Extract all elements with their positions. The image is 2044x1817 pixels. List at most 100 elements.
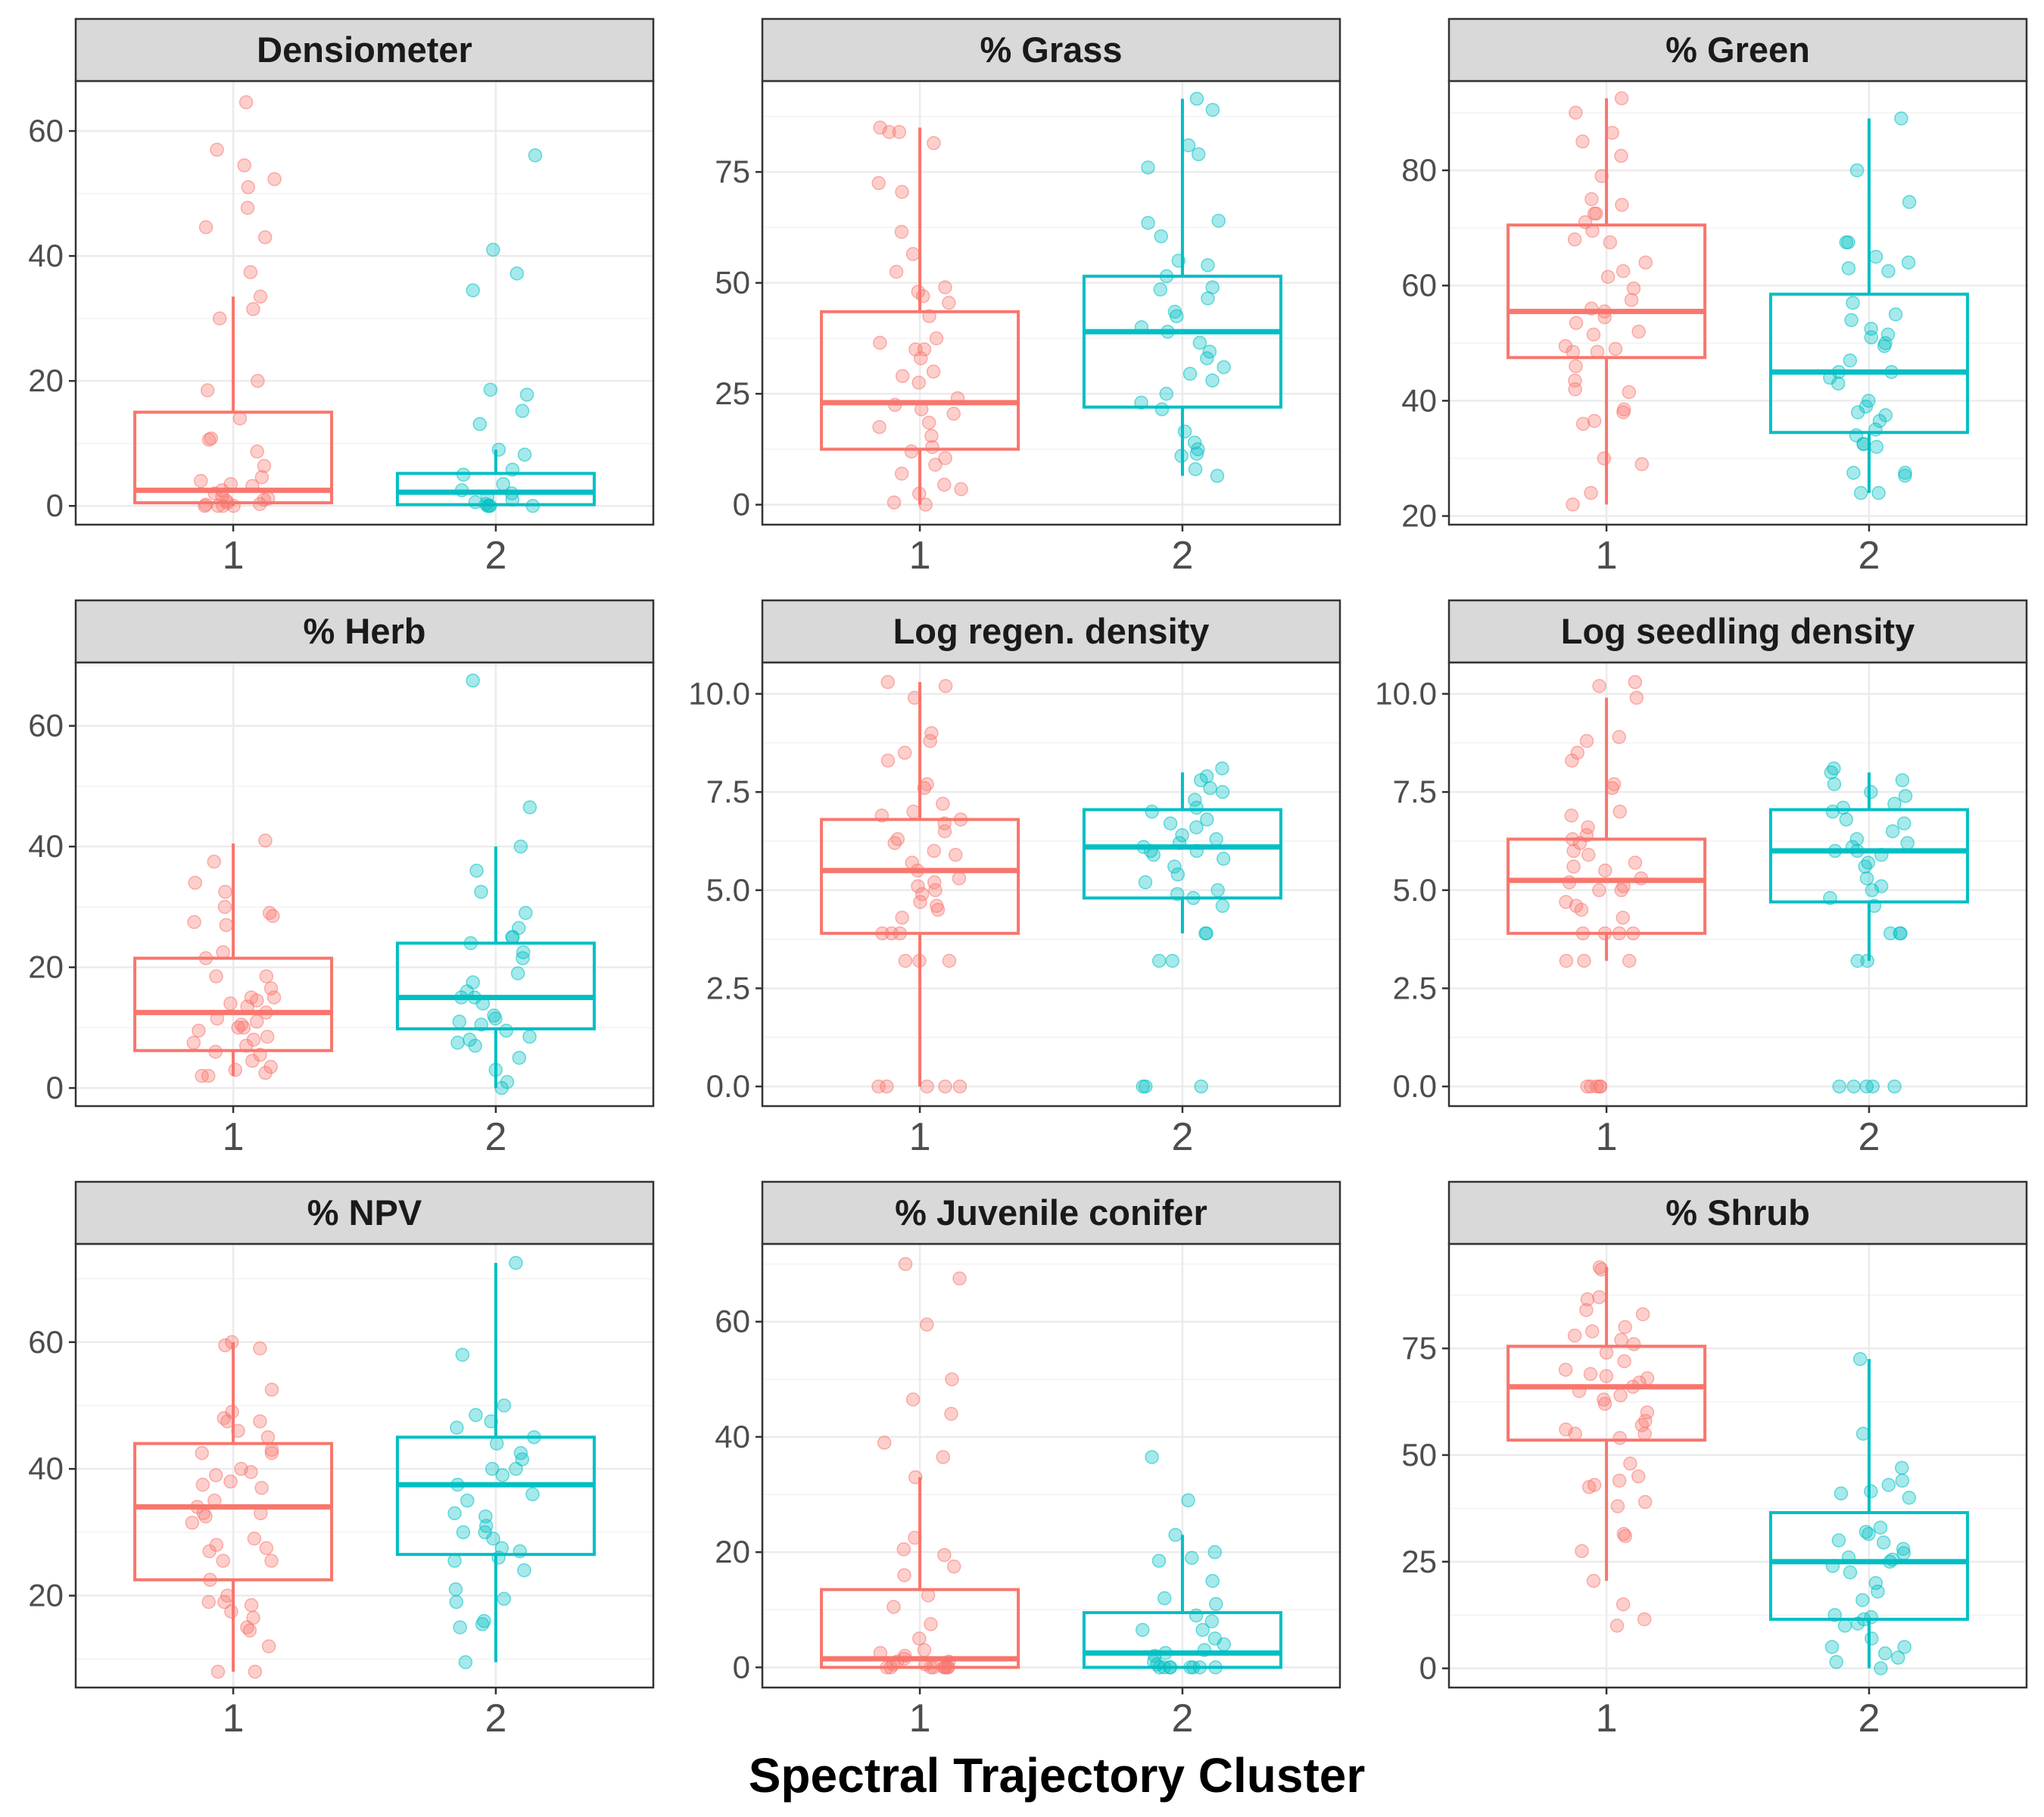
data-point	[1868, 249, 1884, 264]
data-point	[1564, 808, 1579, 823]
data-point	[1597, 1397, 1612, 1411]
data-point	[1883, 926, 1898, 941]
data-point	[1612, 1431, 1627, 1445]
y-tick-label: 60	[1401, 267, 1437, 303]
data-point	[219, 918, 234, 933]
boxplot-1	[1507, 98, 1707, 505]
facet-strip	[761, 1180, 1341, 1245]
panel-background	[762, 81, 1340, 525]
panel-background	[76, 1244, 653, 1688]
data-point	[1610, 1499, 1625, 1513]
x-tick-label: 1	[223, 534, 245, 578]
data-point	[910, 863, 925, 878]
data-point	[1559, 953, 1574, 968]
data-point	[946, 1559, 961, 1574]
data-point	[1566, 497, 1580, 512]
data-point	[468, 1039, 482, 1053]
data-point	[952, 1079, 967, 1094]
facet-panel: % Juvenile conifer 0 20 40 60 1 2	[715, 1180, 1341, 1741]
data-point	[920, 1317, 934, 1332]
data-point	[1599, 1369, 1614, 1383]
data-point	[528, 148, 543, 163]
data-point	[263, 981, 279, 996]
data-point	[1616, 405, 1631, 419]
data-point	[1872, 413, 1887, 429]
data-point	[223, 1474, 238, 1489]
data-point	[192, 1024, 206, 1038]
data-point	[883, 1660, 898, 1675]
data-point	[453, 1620, 467, 1635]
panel-background	[1449, 662, 2027, 1106]
data-point	[929, 331, 944, 346]
data-point	[186, 1036, 201, 1050]
data-point	[1827, 777, 1842, 792]
data-point	[1592, 883, 1606, 898]
data-point	[1211, 883, 1225, 898]
data-point	[201, 432, 217, 447]
data-point	[212, 311, 227, 326]
data-point	[519, 388, 534, 402]
data-point	[897, 746, 912, 760]
y-tick-label: 20	[715, 1534, 750, 1569]
data-point	[463, 936, 478, 950]
data-point	[1864, 784, 1878, 799]
facet-title: % Juvenile conifer	[895, 1192, 1207, 1233]
data-point	[1874, 847, 1889, 862]
data-point	[519, 905, 533, 921]
data-point	[240, 201, 255, 215]
box-iqr	[395, 941, 596, 1030]
data-point	[1167, 859, 1182, 874]
x-axis-title: Spectral Trajectory Cluster	[749, 1748, 1366, 1803]
data-point	[1618, 1529, 1633, 1544]
data-point	[491, 442, 506, 457]
data-point	[1205, 373, 1220, 388]
data-point	[1640, 1371, 1655, 1385]
data-point	[1215, 761, 1229, 776]
data-point	[448, 1582, 463, 1597]
data-point	[1614, 91, 1629, 106]
data-point	[1584, 301, 1599, 316]
data-point	[450, 1420, 464, 1435]
data-point	[921, 415, 936, 430]
data-point	[522, 1030, 537, 1044]
data-point	[210, 1664, 226, 1679]
boxplot-2	[395, 846, 596, 1089]
data-point	[513, 839, 528, 854]
data-point	[1609, 1619, 1625, 1633]
data-point	[1850, 953, 1865, 968]
data-point	[1834, 1486, 1849, 1501]
data-point	[1827, 1607, 1842, 1622]
data-point	[203, 1572, 217, 1587]
data-point	[894, 466, 909, 481]
data-point	[1157, 1660, 1171, 1675]
data-point	[1211, 213, 1226, 228]
data-point	[266, 990, 282, 1005]
data-point	[488, 1062, 503, 1077]
data-point	[1896, 1541, 1911, 1557]
data-point	[264, 1446, 279, 1460]
data-point	[261, 1639, 276, 1653]
data-point	[266, 908, 280, 924]
data-point	[244, 1597, 259, 1613]
data-point	[938, 678, 953, 693]
box-iqr	[133, 1441, 334, 1582]
facet-panel: % Herb 0 20 40 60 1 2	[28, 599, 655, 1159]
facet-panel: Densiometer 0 20 40 60 1 2	[28, 17, 655, 578]
y-tick-label: 2.5	[1393, 970, 1437, 1005]
data-point	[946, 407, 961, 421]
data-point	[1614, 148, 1628, 164]
data-point	[187, 915, 201, 930]
facet-title: % NPV	[307, 1192, 422, 1233]
data-point	[1579, 734, 1594, 748]
data-point	[1197, 1643, 1212, 1657]
data-point	[1841, 261, 1856, 276]
data-point	[877, 1435, 892, 1450]
data-point	[884, 926, 899, 941]
data-point	[1624, 292, 1639, 307]
data-point	[224, 1604, 238, 1619]
data-point	[202, 1544, 217, 1559]
data-point	[1592, 678, 1606, 693]
data-point	[1134, 395, 1148, 410]
data-point	[1843, 353, 1858, 368]
data-point	[210, 1011, 225, 1026]
